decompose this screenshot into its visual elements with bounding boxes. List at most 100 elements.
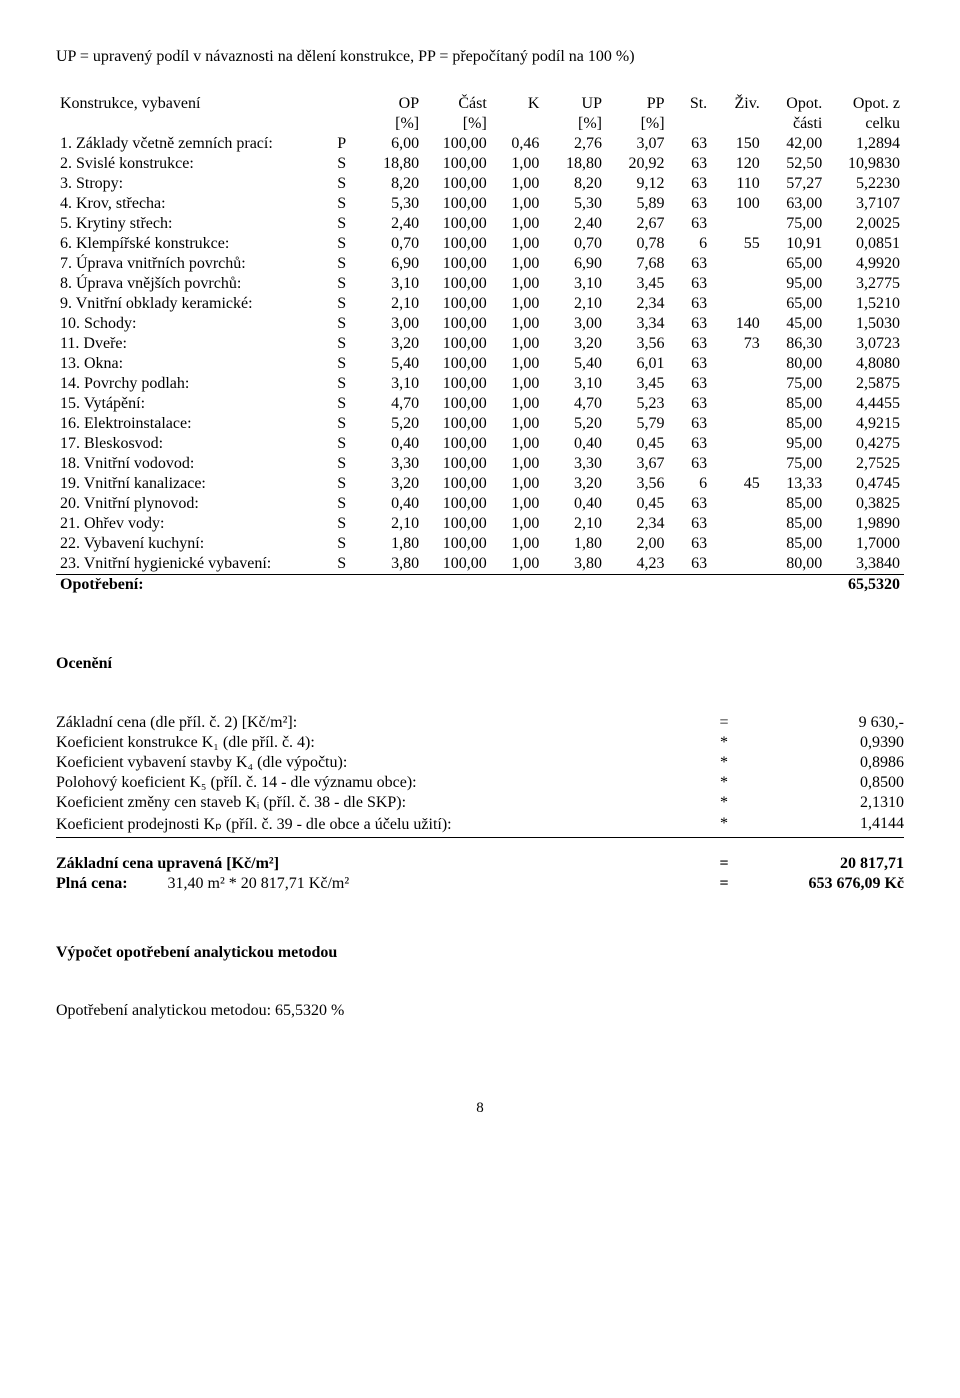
- row-sp: P: [323, 134, 361, 154]
- row-cell: 10,91: [764, 234, 827, 254]
- row-sp: S: [323, 534, 361, 554]
- result1-val: 20 817,71: [754, 854, 904, 874]
- row-cell: 0,4275: [826, 434, 904, 454]
- row-label: 2. Svislé konstrukce:: [56, 154, 323, 174]
- row-cell: 3,10: [361, 374, 424, 394]
- row-sp: S: [323, 414, 361, 434]
- row-sp: S: [323, 234, 361, 254]
- row-cell: 63: [669, 294, 712, 314]
- row-cell: 85,00: [764, 494, 827, 514]
- col-2: K: [491, 94, 544, 114]
- row-cell: 2,0025: [826, 214, 904, 234]
- row-cell: 5,20: [543, 414, 606, 434]
- row-cell: 3,0723: [826, 334, 904, 354]
- row-cell: 2,10: [361, 294, 424, 314]
- row-cell: 0,70: [361, 234, 424, 254]
- row-cell: [711, 494, 764, 514]
- table-row: 4. Krov, střecha:S5,30100,001,005,305,89…: [56, 194, 904, 214]
- row-cell: 4,8080: [826, 354, 904, 374]
- row-cell: 3,07: [606, 134, 669, 154]
- row-cell: 140: [711, 314, 764, 334]
- row-cell: 3,10: [543, 374, 606, 394]
- row-cell: 5,30: [361, 194, 424, 214]
- row-cell: 8,20: [543, 174, 606, 194]
- sum-value: 65,5320: [826, 575, 904, 596]
- row-cell: 100,00: [423, 194, 491, 214]
- result2-val: 653 676,09 Kč: [754, 874, 904, 894]
- row-cell: 100,00: [423, 274, 491, 294]
- row-cell: 100,00: [423, 514, 491, 534]
- row-cell: 63: [669, 194, 712, 214]
- row-cell: 2,10: [543, 514, 606, 534]
- row-cell: 0,46: [491, 134, 544, 154]
- row-cell: 1,00: [491, 154, 544, 174]
- row-cell: 2,67: [606, 214, 669, 234]
- row-cell: 0,78: [606, 234, 669, 254]
- row-cell: 1,00: [491, 294, 544, 314]
- row-cell: 4,4455: [826, 394, 904, 414]
- row-sp: S: [323, 334, 361, 354]
- table-row: 3. Stropy:S8,20100,001,008,209,126311057…: [56, 174, 904, 194]
- row-cell: 0,40: [361, 494, 424, 514]
- row-label: 14. Povrchy podlah:: [56, 374, 323, 394]
- table-row: 5. Krytiny střech:S2,40100,001,002,402,6…: [56, 214, 904, 234]
- row-cell: 20,92: [606, 154, 669, 174]
- row-cell: 100,00: [423, 334, 491, 354]
- row-cell: 0,0851: [826, 234, 904, 254]
- row-sp: S: [323, 254, 361, 274]
- row-cell: 0,40: [543, 434, 606, 454]
- row-cell: 63: [669, 434, 712, 454]
- row-cell: 1,00: [491, 514, 544, 534]
- row-cell: 100,00: [423, 294, 491, 314]
- row-cell: 1,00: [491, 334, 544, 354]
- calc-eq: *: [694, 753, 754, 773]
- row-cell: 3,56: [606, 334, 669, 354]
- row-cell: 3,20: [361, 474, 424, 494]
- row-cell: 57,27: [764, 174, 827, 194]
- calc-val: 1,4144: [754, 813, 904, 835]
- row-cell: 100,00: [423, 554, 491, 575]
- row-cell: 95,00: [764, 434, 827, 454]
- construction-table: Konstrukce, vybavení OP Část K UP PP St.…: [56, 94, 904, 595]
- col-3: UP: [543, 94, 606, 114]
- row-cell: 2,76: [543, 134, 606, 154]
- row-sp: S: [323, 154, 361, 174]
- row-cell: 63: [669, 414, 712, 434]
- row-sp: S: [323, 374, 361, 394]
- row-cell: 45: [711, 474, 764, 494]
- row-cell: 1,7000: [826, 534, 904, 554]
- row-label: 7. Úprava vnitřních povrchů:: [56, 254, 323, 274]
- row-cell: 5,40: [543, 354, 606, 374]
- table-row: 8. Úprava vnějších povrchů:S3,10100,001,…: [56, 274, 904, 294]
- row-cell: 85,00: [764, 534, 827, 554]
- unit-6: [711, 114, 764, 134]
- row-cell: 65,00: [764, 254, 827, 274]
- row-cell: 1,00: [491, 474, 544, 494]
- unit-2: [491, 114, 544, 134]
- row-cell: 3,80: [361, 554, 424, 575]
- row-cell: 55: [711, 234, 764, 254]
- row-cell: 75,00: [764, 454, 827, 474]
- result1-eq: =: [694, 854, 754, 874]
- row-cell: 9,12: [606, 174, 669, 194]
- calc-row: Koeficient prodejnosti Kₚ (příl. č. 39 -…: [56, 813, 904, 835]
- result2-cell: Plná cena: 31,40 m² * 20 817,71 Kč/m²: [56, 874, 694, 894]
- table-row: 10. Schody:S3,00100,001,003,003,34631404…: [56, 314, 904, 334]
- row-cell: 63: [669, 494, 712, 514]
- row-cell: 110: [711, 174, 764, 194]
- unit-8: celku: [826, 114, 904, 134]
- sum-label: Opotřebení:: [56, 575, 826, 596]
- row-label: 10. Schody:: [56, 314, 323, 334]
- row-cell: 1,00: [491, 454, 544, 474]
- row-cell: 5,30: [543, 194, 606, 214]
- row-cell: 75,00: [764, 374, 827, 394]
- table-row: 20. Vnitřní plynovod:S0,40100,001,000,40…: [56, 494, 904, 514]
- result-table: Základní cena upravená [Kč/m²] = 20 817,…: [56, 854, 904, 894]
- calc-val: 0,8986: [754, 753, 904, 773]
- result2-expr: 31,40 m² * 20 817,71 Kč/m²: [168, 875, 350, 892]
- row-cell: 1,00: [491, 534, 544, 554]
- row-cell: 3,00: [361, 314, 424, 334]
- calc-eq: =: [694, 713, 754, 733]
- row-cell: 0,70: [543, 234, 606, 254]
- row-cell: 0,3825: [826, 494, 904, 514]
